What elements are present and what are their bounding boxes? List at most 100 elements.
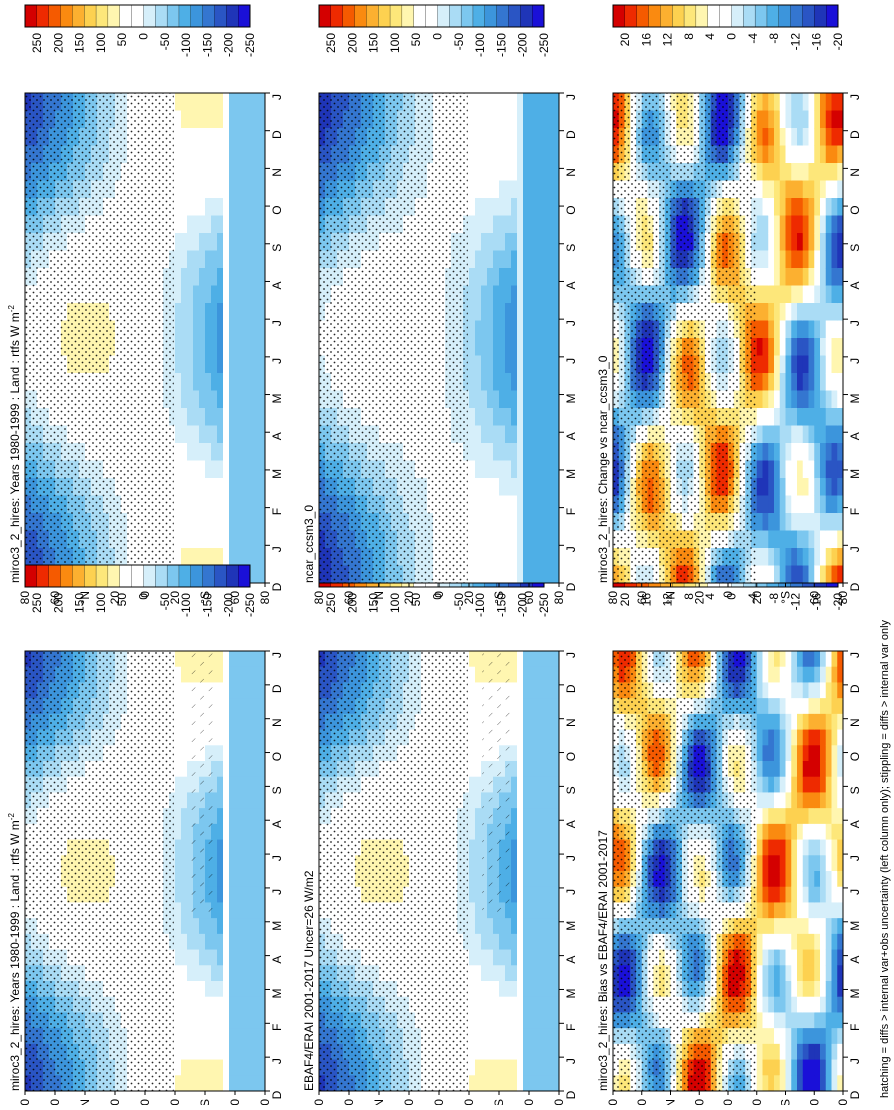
- heatmap-cell: [487, 981, 493, 997]
- heatmap-cell: [193, 1075, 199, 1091]
- colorbar-swatch: [37, 565, 49, 587]
- heatmap-cell: [259, 682, 265, 698]
- x-tick-label: S: [564, 786, 578, 794]
- heatmap-cell: [535, 824, 541, 840]
- heatmap-cell: [475, 268, 481, 286]
- heatmap-cell: [553, 1075, 559, 1091]
- heatmap-cell: [259, 887, 265, 903]
- heatmap-cell: [505, 198, 511, 216]
- heatmap-cell: [187, 128, 193, 146]
- heatmap-cell: [493, 356, 499, 374]
- heatmap-cell: [529, 887, 535, 903]
- heatmap-cell: [217, 745, 223, 761]
- heatmap-cell: [223, 730, 229, 746]
- heatmap-cell: [175, 682, 181, 698]
- heatmap-cell: [223, 682, 229, 698]
- heatmap-cell: [253, 714, 259, 730]
- heatmap-cell: [493, 950, 499, 966]
- heatmap-cell: [541, 111, 547, 129]
- heatmap-cell: [535, 233, 541, 251]
- heatmap-cell: [511, 871, 517, 887]
- heatmap-cell: [247, 146, 253, 164]
- heatmap-cell: [493, 303, 499, 321]
- heatmap-cell: [529, 871, 535, 887]
- heatmap-cell: [229, 1075, 235, 1091]
- heatmap-cell: [229, 808, 235, 824]
- heatmap-cell: [511, 1012, 517, 1028]
- heatmap-cell: [187, 531, 193, 549]
- x-tick-label: J: [270, 1058, 284, 1064]
- heatmap-cell: [517, 233, 523, 251]
- heatmap-cell: [205, 997, 211, 1013]
- heatmap-cell: [211, 408, 217, 426]
- colorbar-swatch: [437, 5, 449, 27]
- heatmap-cell: [199, 373, 205, 391]
- heatmap-cell: [175, 356, 181, 374]
- heatmap-cell: [247, 777, 253, 793]
- heatmap-cell: [535, 667, 541, 683]
- colorbar-label: 100: [94, 33, 108, 53]
- heatmap-cell: [535, 997, 541, 1013]
- heatmap-cell: [217, 373, 223, 391]
- heatmap-cell: [505, 1060, 511, 1076]
- heatmap-cell: [535, 871, 541, 887]
- colorbar-swatch: [449, 5, 461, 27]
- heatmap-cell: [259, 918, 265, 934]
- heatmap-cell: [241, 268, 247, 286]
- heatmap-cell: [469, 391, 475, 409]
- heatmap-cell: [535, 902, 541, 918]
- heatmap-cell: [187, 198, 193, 216]
- heatmap-cell: [511, 128, 517, 146]
- x-tick-label: M: [564, 921, 578, 931]
- heatmap-cell: [553, 321, 559, 339]
- heatmap-cell: [493, 918, 499, 934]
- heatmap-cell: [247, 887, 253, 903]
- heatmap-cell: [223, 181, 229, 199]
- heatmap-cell: [553, 268, 559, 286]
- heatmap-cell: [211, 1075, 217, 1091]
- heatmap-cell: [487, 181, 493, 199]
- heatmap-cell: [553, 777, 559, 793]
- heatmap-cell: [547, 93, 553, 111]
- heatmap-cell: [193, 513, 199, 531]
- heatmap-cell: [235, 408, 241, 426]
- heatmap-cell: [529, 128, 535, 146]
- heatmap-cell: [241, 93, 247, 111]
- heatmap-cell: [235, 745, 241, 761]
- y-tick-label: °N: [372, 591, 386, 604]
- heatmap-cell: [547, 443, 553, 461]
- heatmap-cell: [175, 871, 181, 887]
- heatmap-cell: [247, 513, 253, 531]
- heatmap-cell: [511, 163, 517, 181]
- heatmap-cell: [223, 777, 229, 793]
- heatmap-cell: [547, 461, 553, 479]
- heatmap-cell: [475, 698, 481, 714]
- heatmap-cell: [235, 934, 241, 950]
- heatmap-cell: [535, 496, 541, 514]
- heatmap-cell: [199, 1060, 205, 1076]
- heatmap-cell: [487, 478, 493, 496]
- heatmap-cell: [175, 965, 181, 981]
- heatmap-cell: [235, 198, 241, 216]
- heatmap-cell: [523, 338, 529, 356]
- heatmap-cell: [241, 373, 247, 391]
- heatmap-cell: [487, 356, 493, 374]
- x-tick-label: M: [270, 394, 284, 404]
- colorbar-label: -200: [516, 33, 530, 57]
- colorbar-swatch: [167, 5, 179, 27]
- heatmap-cell: [511, 887, 517, 903]
- colorbar-label: -200: [222, 33, 236, 57]
- heatmap-cell: [259, 338, 265, 356]
- heatmap-cell: [517, 745, 523, 761]
- heatmap-cell: [175, 651, 181, 667]
- heatmap-cell: [247, 268, 253, 286]
- heatmap-cell: [205, 111, 211, 129]
- heatmap-cell: [199, 251, 205, 269]
- heatmap-cell: [211, 548, 217, 566]
- colorbar-swatch: [508, 5, 520, 27]
- heatmap-cell: [553, 93, 559, 111]
- heatmap-cell: [223, 146, 229, 164]
- heatmap-cell: [523, 286, 529, 304]
- x-tick-label: M: [270, 921, 284, 931]
- heatmap-cell: [475, 128, 481, 146]
